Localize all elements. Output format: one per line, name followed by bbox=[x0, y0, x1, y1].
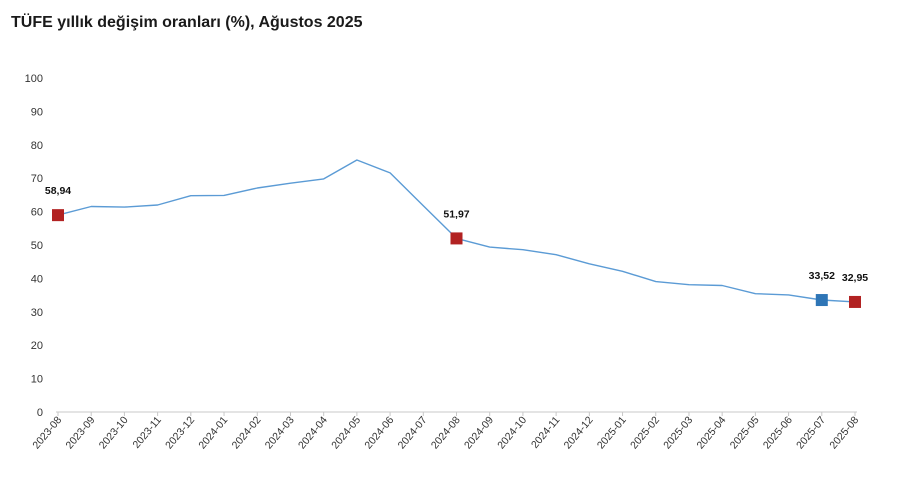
x-tick-label: 2023-10 bbox=[97, 414, 131, 451]
data-point-marker bbox=[450, 232, 463, 245]
x-tick-label: 2024-04 bbox=[296, 414, 330, 451]
data-label: 33,52 bbox=[809, 270, 835, 282]
data-label: 51,97 bbox=[443, 208, 469, 220]
x-axis: 2023-08 2023-09 2023-10 2023-11 2023-12 2024-… bbox=[30, 411, 861, 451]
data-label: 58,94 bbox=[45, 185, 71, 197]
x-tick-label: 2024-06 bbox=[362, 414, 396, 451]
y-tick-label: 50 bbox=[31, 240, 43, 252]
x-tick-label: 2025-03 bbox=[661, 414, 695, 451]
series-group bbox=[57, 159, 856, 303]
x-tick-label: 2023-09 bbox=[64, 414, 98, 451]
x-tick-label: 2023-11 bbox=[130, 414, 164, 451]
x-tick-label: 2025-01 bbox=[595, 414, 629, 451]
x-tick-label: 2024-11 bbox=[529, 414, 563, 451]
chart-title: TÜFE yıllık değişim oranları (%), Ağusto… bbox=[11, 14, 363, 31]
data-point-marker bbox=[52, 209, 64, 222]
x-tick-label: 2024-02 bbox=[230, 414, 264, 451]
y-tick-label: 0 bbox=[37, 407, 43, 419]
y-tick-label: 80 bbox=[31, 140, 43, 152]
data-label: 32,95 bbox=[842, 272, 868, 284]
x-tick-label: 2024-12 bbox=[562, 414, 596, 451]
x-tick-label: 2025-06 bbox=[761, 414, 795, 451]
y-axis: 0 10 20 30 40 50 60 70 80 90 100 bbox=[25, 73, 43, 419]
marker-group: 58,94 51,97 33,52 32,95 bbox=[45, 185, 868, 308]
y-tick-label: 20 bbox=[31, 340, 43, 352]
x-tick-label: 2023-08 bbox=[30, 414, 64, 451]
y-tick-label: 90 bbox=[31, 106, 43, 118]
y-tick-label: 100 bbox=[25, 73, 43, 85]
y-tick-label: 40 bbox=[31, 273, 43, 285]
x-tick-label: 2024-05 bbox=[329, 414, 363, 451]
y-tick-label: 10 bbox=[31, 374, 43, 386]
x-tick-label: 2025-08 bbox=[827, 414, 861, 451]
x-tick-label: 2025-02 bbox=[628, 414, 662, 451]
y-tick-label: 30 bbox=[31, 307, 43, 319]
y-tick-label: 70 bbox=[31, 173, 43, 185]
x-tick-label: 2025-05 bbox=[728, 414, 762, 451]
data-point-marker bbox=[849, 295, 861, 308]
series-line bbox=[57, 159, 856, 303]
x-tick-label: 2025-07 bbox=[794, 414, 828, 451]
x-tick-label: 2024-08 bbox=[429, 414, 463, 451]
x-tick-label: 2024-03 bbox=[263, 414, 297, 451]
x-tick-label: 2024-10 bbox=[495, 414, 529, 451]
x-tick-label: 2024-09 bbox=[462, 414, 496, 451]
x-tick-label: 2025-04 bbox=[694, 414, 728, 451]
x-tick-label: 2024-07 bbox=[396, 414, 430, 451]
data-point-marker bbox=[815, 294, 828, 307]
x-tick-label: 2024-01 bbox=[196, 414, 230, 451]
x-tick-label: 2023-12 bbox=[163, 414, 197, 451]
y-tick-label: 60 bbox=[31, 207, 43, 219]
